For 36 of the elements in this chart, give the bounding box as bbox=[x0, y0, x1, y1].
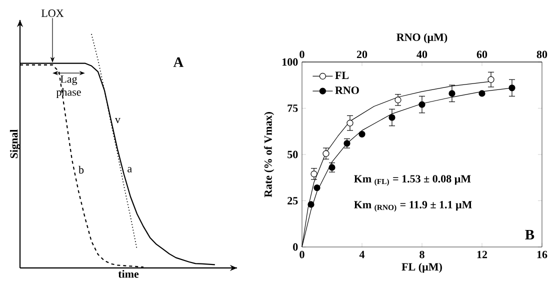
x-axis-title: time bbox=[118, 270, 139, 278]
annotation: Km $_{(RNO)}$ = 11.9 ± 1.1 µM bbox=[354, 201, 472, 212]
legend-label: FL bbox=[335, 72, 349, 79]
x-axis-title: FL (µM) bbox=[402, 262, 442, 273]
series-label: a bbox=[128, 167, 132, 172]
point bbox=[346, 120, 354, 126]
annotation: Lag phase bbox=[56, 75, 81, 98]
x2-tick-label: 60 bbox=[476, 50, 488, 58]
point bbox=[488, 76, 494, 83]
point bbox=[322, 150, 330, 157]
x2-tick-label: 20 bbox=[356, 50, 368, 58]
annotation: A bbox=[173, 57, 184, 67]
y-tick-label: 100 bbox=[282, 58, 298, 66]
point bbox=[310, 170, 318, 178]
x-tick-label: 8 bbox=[420, 250, 424, 258]
y-tick-label: 25 bbox=[288, 197, 298, 204]
annotation: Km $_{(FL)}$ = 1.53 ± 0.08 µM bbox=[354, 175, 471, 186]
x-tick-label: 16 bbox=[537, 250, 548, 258]
y-tick-label: 75 bbox=[288, 104, 298, 112]
y-tick-label: 0 bbox=[293, 243, 298, 251]
x-tick-label: 0 bbox=[300, 250, 304, 258]
point bbox=[394, 96, 402, 104]
y-axis-title: Rate (% of Vmax) bbox=[264, 112, 274, 198]
series-label: b bbox=[78, 166, 84, 174]
x-tick-label: 12 bbox=[477, 250, 488, 258]
x-tick-label: 4 bbox=[359, 250, 365, 258]
legend-label: RNO bbox=[335, 86, 359, 94]
x2-tick-label: 40 bbox=[416, 50, 428, 58]
x2-tick-label: 0 bbox=[300, 50, 304, 58]
annotation: B bbox=[525, 230, 534, 240]
y-tick-label: 50 bbox=[288, 150, 298, 158]
x2-tick-label: 80 bbox=[536, 50, 548, 58]
series-label: v bbox=[114, 118, 120, 124]
y-axis-title: Signal bbox=[10, 130, 20, 158]
text: LOX bbox=[42, 10, 64, 17]
x2-axis-title: RNO (µM) bbox=[396, 33, 448, 44]
